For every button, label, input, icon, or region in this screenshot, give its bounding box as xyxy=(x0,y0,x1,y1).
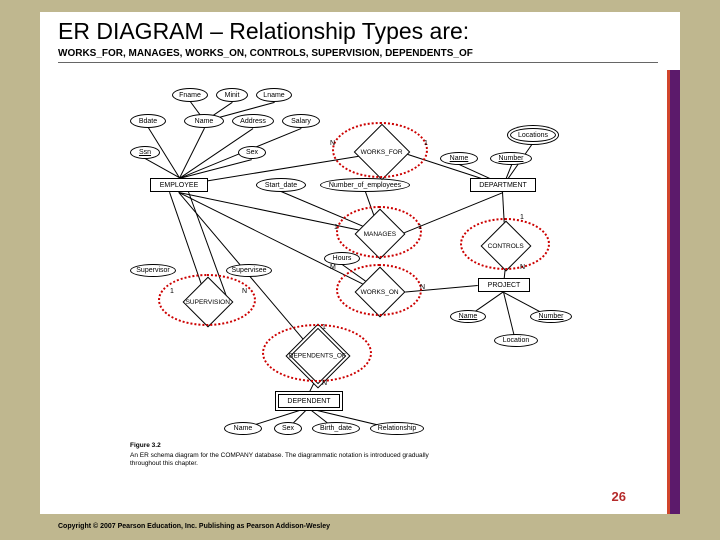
attr-relationship: Relationship xyxy=(370,422,424,435)
attr-fname: Fname xyxy=(172,88,208,102)
edge xyxy=(400,192,503,235)
cardinality: 1 xyxy=(520,214,524,221)
cardinality: 1 xyxy=(334,224,338,231)
attr-numemp: Number_of_employees xyxy=(320,178,410,192)
edge xyxy=(400,285,478,293)
cardinality: M xyxy=(330,264,336,271)
attr-number_proj: Number xyxy=(530,310,572,323)
attr-name_dep: Name xyxy=(224,422,262,435)
cardinality: 1 xyxy=(170,288,174,295)
figure-number: Figure 3.2 xyxy=(130,442,161,449)
attr-name_dept: Name xyxy=(440,152,478,165)
attr-salary: Salary xyxy=(282,114,320,128)
cardinality: N xyxy=(330,140,335,147)
attr-address: Address xyxy=(232,114,274,128)
copyright-text: Copyright © 2007 Pearson Education, Inc.… xyxy=(58,523,330,530)
side-color-bar xyxy=(670,70,680,514)
title-underline xyxy=(58,62,658,63)
rel-supervision: SUPERVISION xyxy=(183,277,234,328)
rel-manages: MANAGES xyxy=(355,209,406,260)
entity-dependent: DEPENDENT xyxy=(278,394,340,408)
attr-name_emp: Name xyxy=(184,114,224,128)
entity-department: DEPARTMENT xyxy=(470,178,536,192)
attr-sex_dep: Sex xyxy=(274,422,302,435)
cardinality: N xyxy=(420,284,425,291)
cardinality: 1 xyxy=(418,224,422,231)
attr-name_proj: Name xyxy=(450,310,486,323)
attr-supervisee: Supervisee xyxy=(226,264,272,277)
cardinality: 1 xyxy=(322,324,326,331)
entity-employee: EMPLOYEE xyxy=(150,178,208,192)
entity-project: PROJECT xyxy=(478,278,530,292)
cardinality: N xyxy=(322,380,327,387)
attr-lname: Lname xyxy=(256,88,292,102)
page-number: 26 xyxy=(612,489,626,504)
cardinality: N xyxy=(520,264,525,271)
attr-sex_emp: Sex xyxy=(238,146,266,159)
attr-bdate: Bdate xyxy=(130,114,166,128)
edge xyxy=(179,128,205,178)
slide-title: ER DIAGRAM – Relationship Types are: xyxy=(58,18,469,45)
attr-number_dept: Number xyxy=(490,152,532,165)
rel-dependents_of: DEPENDENTS_OF xyxy=(290,328,347,385)
figure-caption: An ER schema diagram for the COMPANY dat… xyxy=(130,452,450,468)
attr-locations: Locations xyxy=(510,128,556,142)
er-diagram: Fname Minit Lname Bdate Name Address Salary Ssn… xyxy=(130,88,590,448)
cardinality: N xyxy=(242,288,247,295)
cardinality: 1 xyxy=(424,140,428,147)
slide-subtitle: WORKS_FOR, MANAGES, WORKS_ON, CONTROLS, … xyxy=(58,48,473,59)
attr-minit: Minit xyxy=(216,88,248,102)
attr-birthdate: Birth_date xyxy=(312,422,360,435)
rel-works_for: WORKS_FOR xyxy=(354,124,411,181)
attr-location: Location xyxy=(494,334,538,347)
attr-supervisor: Supervisor xyxy=(130,264,176,277)
slide-body: ER DIAGRAM – Relationship Types are: WOR… xyxy=(40,12,680,514)
attr-ssn: Ssn xyxy=(130,146,160,159)
attr-startdate: Start_date xyxy=(256,178,306,192)
rel-works_on: WORKS_ON xyxy=(355,267,406,318)
